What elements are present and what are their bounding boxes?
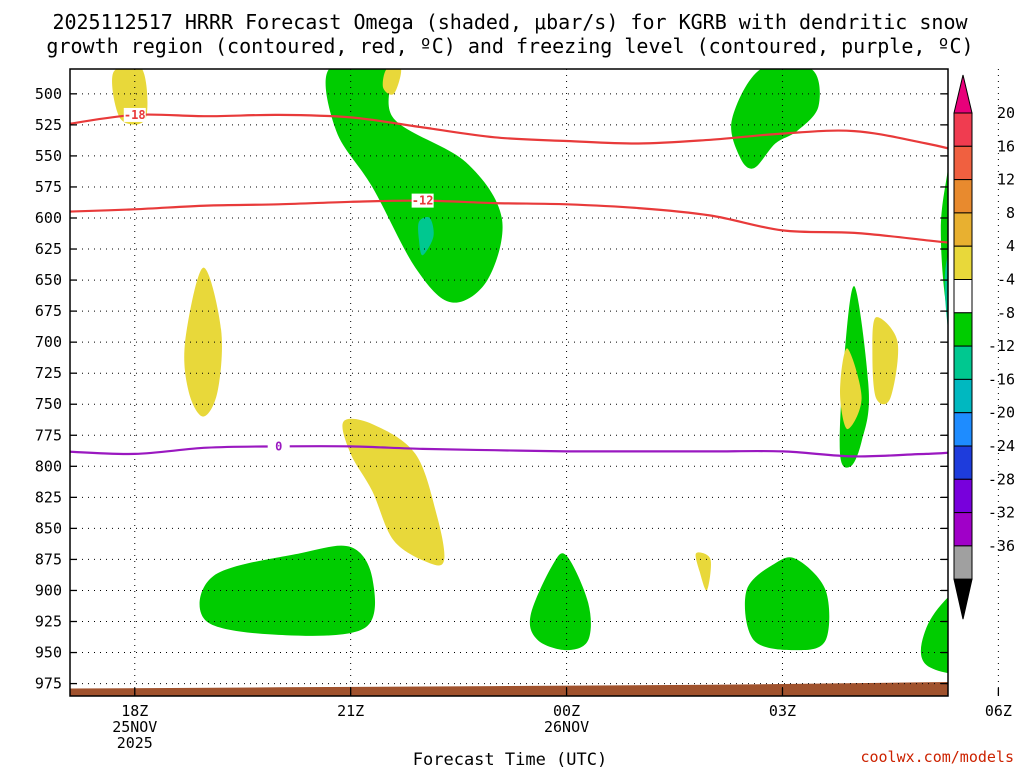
colorbar-swatch--36 — [953, 545, 973, 580]
gridlines — [70, 69, 999, 696]
x-tick-label-21Z-0: 21Z — [337, 702, 364, 720]
contour-line-2 — [70, 445, 948, 458]
y-tick-label-775: 775 — [35, 426, 62, 444]
colorbar-label-16: 16 — [997, 137, 1015, 155]
y-tick-label-675: 675 — [35, 302, 62, 320]
omega-region-32 — [382, 69, 402, 95]
colorbar-label-8: 8 — [1006, 204, 1015, 222]
contour-label-1: -12 — [412, 194, 434, 208]
omega-region-7 — [529, 553, 591, 651]
colorbar-bottom-arrow — [953, 578, 973, 620]
colorbar-swatch--28 — [953, 478, 973, 514]
y-tick-label-975: 975 — [35, 675, 62, 693]
y-tick-label-500: 500 — [35, 85, 62, 103]
colorbar-swatch--4 — [953, 279, 973, 314]
colorbar-swatch-16 — [953, 145, 973, 181]
colorbar-label--28: -28 — [988, 470, 1015, 488]
chart-title-line2: growth region (contoured, red, ºC) and f… — [46, 34, 973, 58]
contour-label-bg-1 — [411, 193, 434, 208]
colorbar-swatch--32 — [953, 512, 973, 547]
y-tick-label-700: 700 — [35, 333, 62, 351]
omega-region-27 — [695, 552, 711, 591]
contour-label-0: -18 — [124, 108, 146, 122]
y-tick-label-650: 650 — [35, 271, 62, 289]
x-tick-label-00Z-0: 00Z — [553, 702, 580, 720]
colorbar-label-20: 20 — [997, 104, 1015, 122]
y-axis: 500 525 550 575 600 625 650 675 700 725 750 775 800 8… — [35, 85, 948, 693]
omega-region-9 — [920, 597, 948, 674]
contour-line-1 — [70, 199, 948, 244]
x-tick-label-18Z-1: 25NOV — [112, 718, 157, 736]
colorbar-label--36: -36 — [988, 537, 1015, 555]
y-tick-label-925: 925 — [35, 613, 62, 631]
omega-region-26 — [872, 317, 899, 405]
colorbar-swatch--12 — [953, 345, 973, 380]
terrain — [70, 682, 948, 696]
colorbar: 20 16 12 8 4 -4 -8 -12 -16 -20 -24 -28 -32 -36 — [953, 74, 1015, 620]
x-axis-label: Forecast Time (UTC) — [413, 750, 607, 768]
terrain-fill — [70, 682, 948, 696]
x-axis: 18Z25NOV202521Z00Z26NOV03Z06Z09Z — [112, 688, 1012, 752]
y-tick-label-800: 800 — [35, 457, 62, 475]
y-tick-label-875: 875 — [35, 550, 62, 568]
colorbar-label--4: -4 — [997, 271, 1015, 289]
omega-region-12 — [418, 216, 434, 256]
y-tick-label-725: 725 — [35, 364, 62, 382]
plot-frame — [69, 68, 949, 697]
temperature-contours: -18 -12 0 — [70, 107, 948, 458]
colorbar-swatch--20 — [953, 412, 973, 447]
y-tick-label-600: 600 — [35, 209, 62, 227]
colorbar-label--20: -20 — [988, 404, 1015, 422]
colorbar-swatch-12 — [953, 179, 973, 214]
omega-region-2 — [731, 69, 820, 169]
omega-region-23 — [184, 267, 222, 417]
colorbar-swatch-8 — [953, 212, 973, 247]
omega-region-1 — [325, 69, 503, 303]
contour-label-2: 0 — [275, 439, 282, 453]
chart-title-line1: 2025112517 HRRR Forecast Omega (shaded, … — [52, 10, 968, 34]
contour-line-0 — [70, 113, 948, 150]
omega-region-8 — [744, 557, 830, 651]
colorbar-label--12: -12 — [988, 337, 1015, 355]
omega-region-6 — [199, 545, 376, 636]
colorbar-swatch-4 — [953, 245, 973, 280]
x-tick-label-18Z-2: 2025 — [117, 734, 153, 752]
colorbar-label-12: 12 — [997, 171, 1015, 189]
y-tick-label-575: 575 — [35, 178, 62, 196]
y-tick-label-750: 750 — [35, 395, 62, 413]
colorbar-label--32: -32 — [988, 504, 1015, 522]
y-tick-label-550: 550 — [35, 147, 62, 165]
colorbar-label--24: -24 — [988, 437, 1015, 455]
colorbar-swatch-20 — [953, 112, 973, 147]
credit-link[interactable]: coolwx.com/models — [860, 748, 1014, 766]
contour-label-bg-2 — [267, 439, 290, 454]
x-tick-label-18Z-0: 18Z — [121, 702, 148, 720]
colorbar-label--8: -8 — [997, 304, 1015, 322]
colorbar-swatch--24 — [953, 445, 973, 480]
x-tick-label-03Z-0: 03Z — [769, 702, 796, 720]
colorbar-swatch--16 — [953, 378, 973, 414]
y-tick-label-525: 525 — [35, 116, 62, 134]
omega-region-25 — [840, 348, 862, 430]
colorbar-label-4: 4 — [1006, 237, 1015, 255]
colorbar-swatch--8 — [953, 312, 973, 347]
y-tick-label-850: 850 — [35, 519, 62, 537]
x-tick-label-06Z-0: 06Z — [985, 702, 1012, 720]
colorbar-label--16: -16 — [988, 370, 1015, 388]
contour-label-bg-0 — [123, 107, 146, 122]
y-tick-label-950: 950 — [35, 644, 62, 662]
y-tick-label-825: 825 — [35, 488, 62, 506]
x-tick-label-00Z-1: 26NOV — [544, 718, 589, 736]
y-tick-label-900: 900 — [35, 581, 62, 599]
y-tick-label-625: 625 — [35, 240, 62, 258]
